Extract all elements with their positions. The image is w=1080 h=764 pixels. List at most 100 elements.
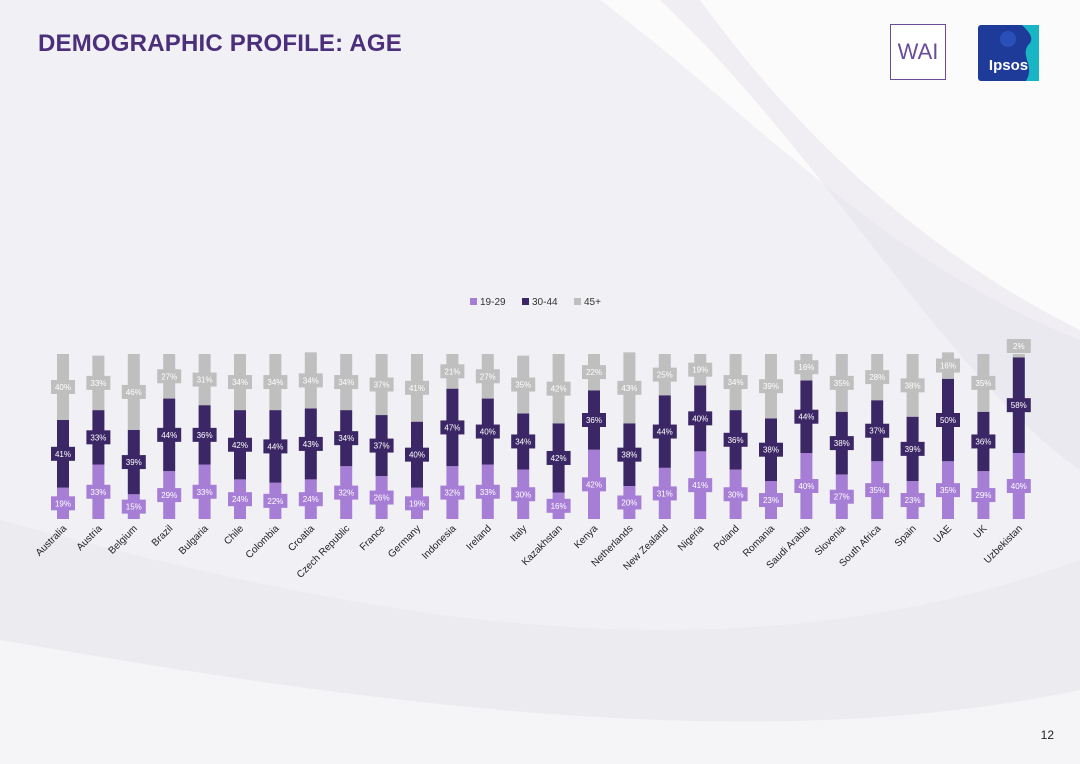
data-label-australia-19-29: 19%	[51, 496, 75, 511]
svg-text:42%: 42%	[586, 480, 602, 489]
svg-text:27%: 27%	[161, 372, 177, 381]
data-label-croatia-45-plus: 34%	[298, 373, 323, 388]
svg-text:40%: 40%	[692, 414, 708, 423]
legend-label-45-plus: 45+	[584, 297, 601, 308]
data-label-nigeria-19-29: 41%	[688, 478, 713, 493]
data-label-uk-30-44: 36%	[971, 434, 996, 449]
category-label-australia: Australia	[34, 523, 70, 559]
category-label-kenya: Kenya	[572, 523, 600, 551]
svg-text:35%: 35%	[834, 379, 850, 388]
data-label-austria-30-44: 33%	[86, 430, 111, 445]
data-label-uzbekistan-45-plus: 2%	[1006, 339, 1031, 353]
category-label-slovenia: Slovenia	[813, 523, 848, 558]
svg-text:27%: 27%	[480, 372, 496, 381]
data-label-uae-30-44: 50%	[936, 413, 960, 427]
svg-text:50%: 50%	[940, 416, 956, 425]
svg-text:44%: 44%	[798, 413, 814, 422]
svg-text:40%: 40%	[409, 451, 425, 460]
category-label-romania: Romania	[741, 523, 777, 559]
svg-text:39%: 39%	[905, 445, 921, 454]
svg-text:38%: 38%	[621, 451, 637, 460]
category-label-italy: Italy	[509, 523, 530, 544]
data-label-saudi-arabia-19-29: 40%	[794, 479, 819, 493]
data-label-spain-45-plus: 38%	[900, 378, 925, 393]
data-label-uae-45-plus: 16%	[936, 358, 960, 373]
data-label-belgium-45-plus: 46%	[121, 384, 146, 399]
category-label-croatia: Croatia	[286, 523, 317, 554]
data-label-colombia-30-44: 44%	[263, 439, 288, 454]
svg-text:44%: 44%	[161, 431, 177, 440]
svg-text:15%: 15%	[126, 503, 142, 512]
data-label-new-zealand-30-44: 44%	[652, 424, 677, 439]
svg-text:22%: 22%	[267, 497, 283, 506]
data-label-south-africa-19-29: 35%	[865, 483, 890, 498]
svg-text:33%: 33%	[90, 488, 106, 497]
data-label-czech-republic-30-44: 34%	[334, 431, 359, 446]
svg-text:34%: 34%	[338, 434, 354, 443]
svg-text:41%: 41%	[409, 384, 425, 393]
data-label-brazil-30-44: 44%	[157, 427, 182, 442]
data-label-indonesia-30-44: 47%	[440, 420, 465, 435]
svg-text:39%: 39%	[126, 458, 142, 467]
data-label-france-19-29: 26%	[369, 490, 394, 505]
data-label-kenya-45-plus: 22%	[582, 365, 606, 380]
data-label-romania-45-plus: 39%	[759, 379, 783, 394]
data-label-colombia-19-29: 22%	[263, 493, 288, 508]
svg-text:40%: 40%	[1011, 482, 1027, 491]
svg-text:40%: 40%	[55, 383, 71, 392]
data-label-romania-30-44: 38%	[759, 442, 783, 457]
legend-swatch-45-plus	[574, 298, 581, 305]
category-label-germany: Germany	[386, 523, 423, 560]
svg-text:28%: 28%	[869, 373, 885, 382]
category-label-uzbekistan: Uzbekistan	[982, 523, 1025, 566]
svg-text:31%: 31%	[197, 376, 213, 385]
svg-text:24%: 24%	[303, 495, 319, 504]
svg-text:23%: 23%	[763, 496, 779, 505]
ipsos-logo-shape	[978, 25, 1039, 81]
svg-text:36%: 36%	[728, 436, 744, 445]
data-label-germany-19-29: 19%	[405, 496, 429, 511]
svg-text:37%: 37%	[869, 427, 885, 436]
svg-text:16%: 16%	[551, 502, 567, 511]
svg-text:34%: 34%	[232, 378, 248, 387]
category-label-brazil: Brazil	[150, 523, 175, 548]
data-label-kenya-30-44: 36%	[582, 413, 606, 427]
wai-logo-text: WAI	[897, 39, 939, 64]
data-label-uae-19-29: 35%	[936, 483, 960, 498]
data-label-spain-19-29: 23%	[900, 493, 925, 508]
data-label-kazakhstan-19-29: 16%	[546, 498, 571, 513]
legend-swatch-19-29	[470, 298, 477, 305]
data-label-saudi-arabia-30-44: 44%	[794, 409, 819, 424]
svg-text:25%: 25%	[657, 371, 673, 380]
svg-text:36%: 36%	[586, 416, 602, 425]
data-label-croatia-19-29: 24%	[298, 492, 323, 507]
svg-text:44%: 44%	[267, 442, 283, 451]
svg-text:20%: 20%	[621, 499, 637, 508]
data-label-kenya-19-29: 42%	[582, 477, 606, 492]
data-label-belgium-19-29: 15%	[121, 499, 146, 514]
svg-text:33%: 33%	[480, 488, 496, 497]
svg-text:34%: 34%	[728, 378, 744, 387]
data-label-austria-19-29: 33%	[86, 484, 111, 499]
svg-text:36%: 36%	[975, 437, 991, 446]
svg-text:35%: 35%	[975, 379, 991, 388]
svg-text:58%: 58%	[1011, 401, 1027, 410]
data-label-saudi-arabia-45-plus: 16%	[794, 360, 819, 375]
category-label-france: France	[358, 523, 388, 553]
svg-text:35%: 35%	[515, 381, 531, 390]
data-label-czech-republic-45-plus: 34%	[334, 375, 359, 390]
data-label-italy-45-plus: 35%	[511, 377, 536, 392]
legend-label-19-29: 19-29	[480, 297, 506, 308]
data-label-nigeria-30-44: 40%	[688, 411, 713, 426]
svg-text:32%: 32%	[444, 489, 460, 498]
data-label-france-45-plus: 37%	[369, 377, 394, 392]
svg-text:42%: 42%	[551, 454, 567, 463]
data-label-australia-45-plus: 40%	[51, 380, 75, 394]
page-title: DEMOGRAPHIC PROFILE: AGE	[38, 30, 402, 57]
data-label-chile-30-44: 42%	[228, 437, 252, 452]
svg-text:37%: 37%	[374, 442, 390, 451]
svg-text:27%: 27%	[834, 493, 850, 502]
category-label-nigeria: Nigeria	[676, 523, 706, 553]
